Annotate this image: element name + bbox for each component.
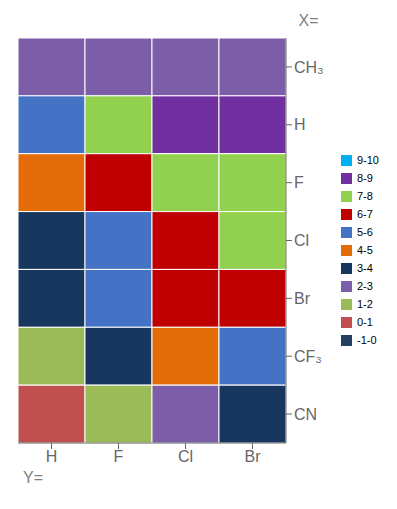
svg-text:X=: X= <box>298 12 318 29</box>
html-text:2-3: 2-3 <box>357 280 373 292</box>
svg-text:Br: Br <box>244 448 261 465</box>
svg-text:F: F <box>114 448 124 465</box>
html-text:7-8: 7-8 <box>357 190 373 202</box>
svg-text:Cl: Cl <box>294 232 309 249</box>
html-text:8-9: 8-9 <box>357 172 373 184</box>
svg-text:H: H <box>46 448 58 465</box>
svg-text:CN: CN <box>294 406 317 423</box>
html-text:9-10: 9-10 <box>357 154 379 166</box>
svg-text:F: F <box>294 174 304 191</box>
svg-text:Cl: Cl <box>178 448 193 465</box>
svg-text:Y=: Y= <box>23 469 43 486</box>
svg-text:Br: Br <box>294 290 311 307</box>
svg-text:CF₃: CF₃ <box>294 348 322 365</box>
svg-text:H: H <box>294 116 306 133</box>
html-text:0-1: 0-1 <box>357 316 373 328</box>
html-text:5-6: 5-6 <box>357 226 373 238</box>
html-text:6-7: 6-7 <box>357 208 373 220</box>
html-text:-1-0: -1-0 <box>357 334 377 346</box>
svg-text:CH₃: CH₃ <box>294 59 324 76</box>
html-text:3-4: 3-4 <box>357 262 373 274</box>
html-text:1-2: 1-2 <box>357 298 373 310</box>
html-text:4-5: 4-5 <box>357 244 373 256</box>
